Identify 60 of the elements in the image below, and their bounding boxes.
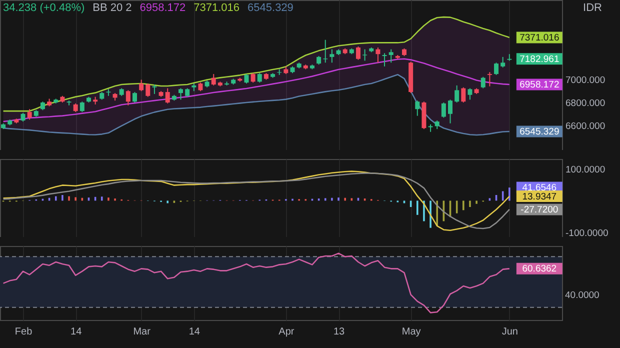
candlestick xyxy=(244,74,249,84)
candlestick xyxy=(454,84,460,104)
x-tick-label: May xyxy=(402,326,421,338)
candlestick xyxy=(211,74,216,86)
x-tick-label: 14 xyxy=(70,326,82,338)
candlestick xyxy=(487,72,492,87)
x-tick-label: Mar xyxy=(133,326,152,338)
x-tick-label: Feb xyxy=(14,326,33,338)
y-tick-label: 6800.000 xyxy=(566,98,606,110)
candlestick xyxy=(330,48,334,64)
candlestick xyxy=(257,72,262,84)
candlestick xyxy=(152,84,157,94)
text: 41.6546 xyxy=(522,182,557,194)
candlestick xyxy=(139,79,144,92)
candlestick xyxy=(415,100,420,116)
candlestick xyxy=(277,68,282,76)
candlestick xyxy=(250,72,256,84)
text: 6545.329 xyxy=(520,126,560,138)
candlestick xyxy=(388,48,394,64)
candlestick xyxy=(356,46,360,60)
candlestick xyxy=(500,56,506,68)
annotation: 34.238 (+0.48%) xyxy=(3,2,85,14)
candlestick xyxy=(494,62,499,76)
text: IDR xyxy=(583,2,602,14)
x-tick-label: Apr xyxy=(278,326,295,338)
y-tick-label: 7000.000 xyxy=(566,75,606,86)
x-tick-label: 14 xyxy=(188,326,200,338)
text: 13.9347 xyxy=(522,191,557,202)
candlestick xyxy=(165,88,170,104)
text: 7371.016 xyxy=(520,32,560,44)
candlestick xyxy=(132,92,137,104)
y-tick-label: -100.0000 xyxy=(566,228,608,239)
x-tick-label: Jun xyxy=(502,326,518,338)
annotation: BB 20 2 xyxy=(92,2,132,14)
candlestick xyxy=(146,82,150,98)
annotation: 7371.016 xyxy=(194,2,240,14)
y-tick-label: 100.0000 xyxy=(566,164,606,176)
candlestick xyxy=(461,86,466,104)
x-tick-label: 13 xyxy=(333,326,346,338)
annotation: 6545.329 xyxy=(248,2,294,14)
candlestick xyxy=(448,99,453,124)
candlestick xyxy=(178,88,184,100)
text: 6958.172 xyxy=(520,79,560,90)
line-series xyxy=(2,58,510,122)
candlestick xyxy=(382,52,387,67)
text: -27.7200 xyxy=(520,204,558,216)
text: 60.6362 xyxy=(522,264,557,275)
candlestick xyxy=(376,46,380,64)
annotation: 6958.172 xyxy=(140,2,186,14)
candlestick xyxy=(468,88,472,100)
candlestick xyxy=(27,108,32,120)
candlestick xyxy=(362,48,368,62)
candlestick xyxy=(480,76,486,89)
text: 7182.961 xyxy=(520,54,560,65)
text: 40.0000 xyxy=(565,290,600,301)
candlestick xyxy=(441,102,446,118)
y-tick-label: 6600.000 xyxy=(566,120,606,132)
line-series xyxy=(2,74,510,136)
candlestick xyxy=(126,90,130,106)
candlestick xyxy=(80,101,84,112)
